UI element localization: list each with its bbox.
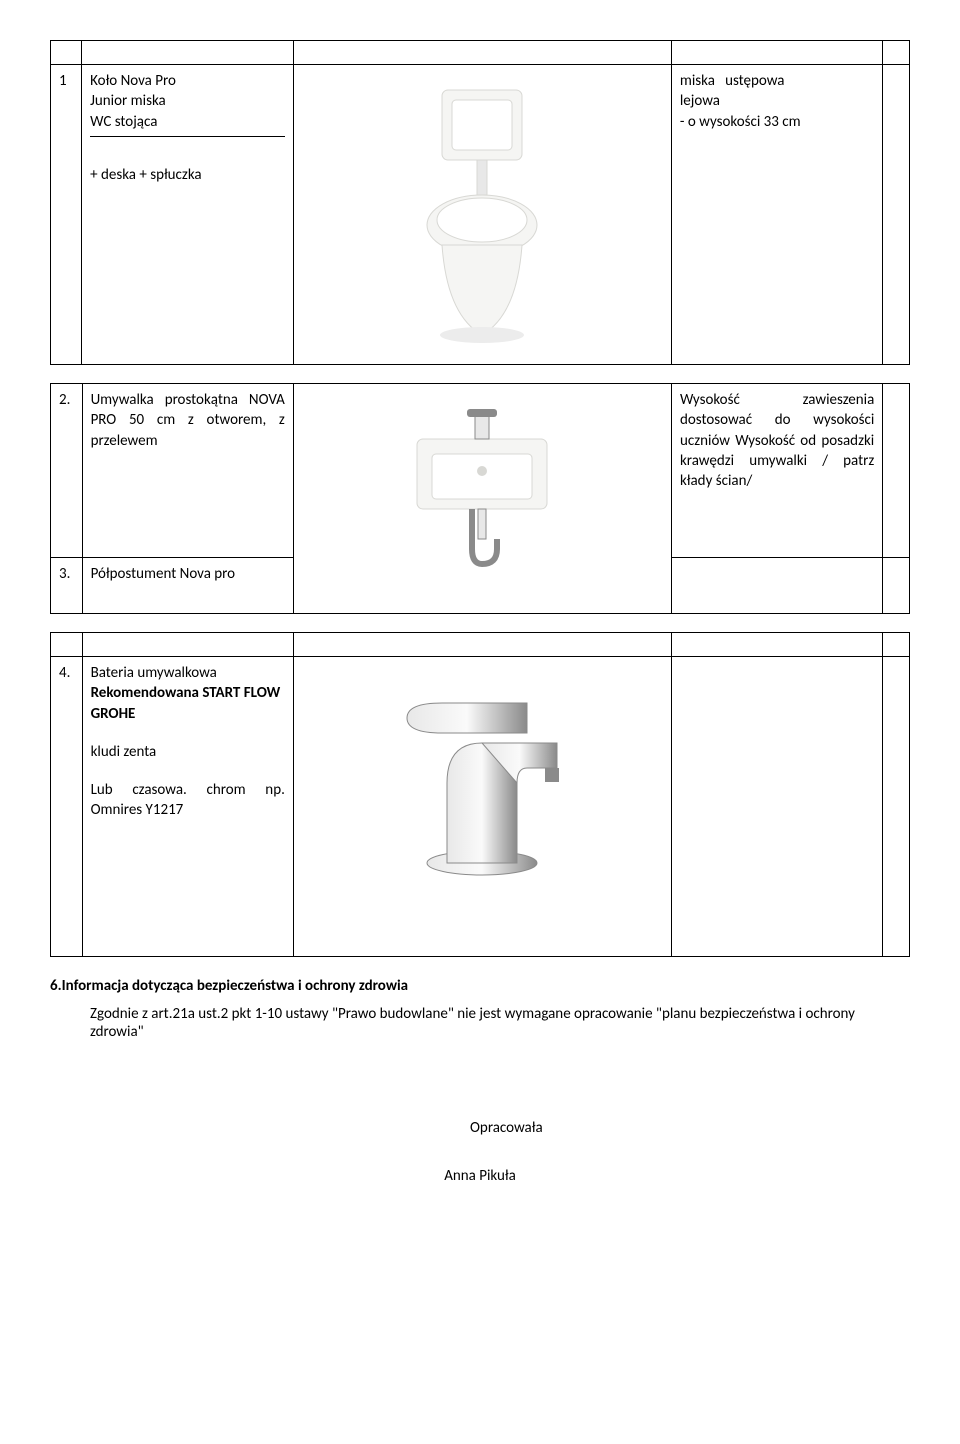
row-desc	[671, 657, 882, 957]
faucet-icon	[387, 663, 577, 883]
row-image	[293, 65, 671, 365]
product-name-extra: + deska + spłuczka	[90, 165, 284, 185]
author-name: Anna Pikuła	[50, 1167, 910, 1185]
row-end	[883, 657, 910, 957]
row-num: 4.	[51, 657, 83, 957]
header-cell	[293, 633, 671, 657]
row-name: Koło Nova Pro Junior miska WC stojąca + …	[82, 65, 293, 365]
underline	[90, 136, 284, 137]
row-image	[293, 384, 671, 614]
header-cell	[671, 41, 882, 65]
section-paragraph: Zgodnie z art.21a ust.2 pkt 1-10 ustawy …	[90, 1005, 910, 1041]
row-name: Półpostument Nova pro	[82, 557, 293, 613]
product-name-line: Koło Nova Pro	[90, 71, 284, 91]
row-end	[883, 557, 910, 613]
header-cell	[51, 633, 83, 657]
row-num: 2.	[51, 384, 83, 558]
row-end	[883, 384, 910, 558]
spec-table-bottom: 4. Bateria umywalkowa Rekomendowana STAR…	[50, 632, 910, 957]
section-heading: 6.Informacja dotycząca bezpieczeństwa i …	[50, 977, 910, 995]
product-name-line: kludi zenta	[91, 742, 285, 762]
header-cell	[82, 41, 293, 65]
desc-line: miska ustępowa	[680, 71, 874, 91]
row-desc: Wysokość zawieszenia dostosować do wysok…	[671, 384, 882, 558]
desc-line: - o wysokości 33 cm	[680, 112, 874, 132]
row-desc	[671, 557, 882, 613]
desc-line: lejowa	[680, 91, 874, 111]
header-cell	[293, 41, 671, 65]
product-name-line: Bateria umywalkowa	[91, 663, 285, 683]
row-desc: miska ustępowa lejowa - o wysokości 33 c…	[671, 65, 882, 365]
spec-table-mid: 2. Umywalka prostokątna NOVA PRO 50 cm z…	[50, 383, 910, 614]
product-name-line: WC stojąca	[90, 112, 284, 132]
row-name: Umywalka prostokątna NOVA PRO 50 cm z ot…	[82, 384, 293, 558]
header-cell	[883, 633, 910, 657]
toilet-icon	[397, 85, 567, 345]
header-cell	[82, 633, 293, 657]
row-image	[293, 657, 671, 957]
header-cell	[883, 41, 910, 65]
header-cell	[671, 633, 882, 657]
header-cell	[51, 41, 82, 65]
spec-table-top: 1 Koło Nova Pro Junior miska WC stojąca …	[50, 40, 910, 365]
product-name-bold: Rekomendowana START FLOW GROHE	[91, 683, 285, 724]
row-num: 1	[51, 65, 82, 365]
author-label: Opracowała	[470, 1119, 910, 1137]
row-end	[883, 65, 910, 365]
row-num: 3.	[51, 557, 83, 613]
sink-icon	[382, 399, 582, 599]
product-name-line: Lub czasowa. chrom np. Omnires Y1217	[91, 780, 285, 821]
row-name: Bateria umywalkowa Rekomendowana START F…	[82, 657, 293, 957]
product-name-line: Junior miska	[90, 91, 284, 111]
